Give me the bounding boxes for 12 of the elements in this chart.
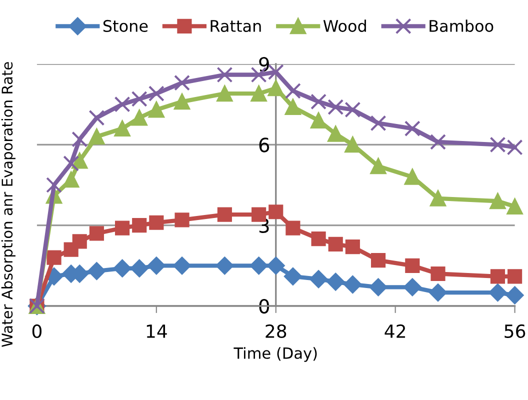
legend-label: Stone [103,20,148,32]
legend-label: Wood [323,20,366,32]
x-tick-label: 42 [384,324,406,338]
legend-label: Rattan [210,20,261,32]
y-tick-label: 6 [259,138,270,152]
x-tick-label: 56 [504,324,526,338]
legend-label: Bamboo [430,20,494,32]
x-tick-label: 14 [146,324,167,338]
x-axis-title: Time (Day) [234,347,317,362]
y-axis-title: Water Absorption anr Evaporation Rate [1,62,16,347]
x-tick-label: 0 [32,324,42,338]
x-tick-label: 28 [266,324,286,338]
